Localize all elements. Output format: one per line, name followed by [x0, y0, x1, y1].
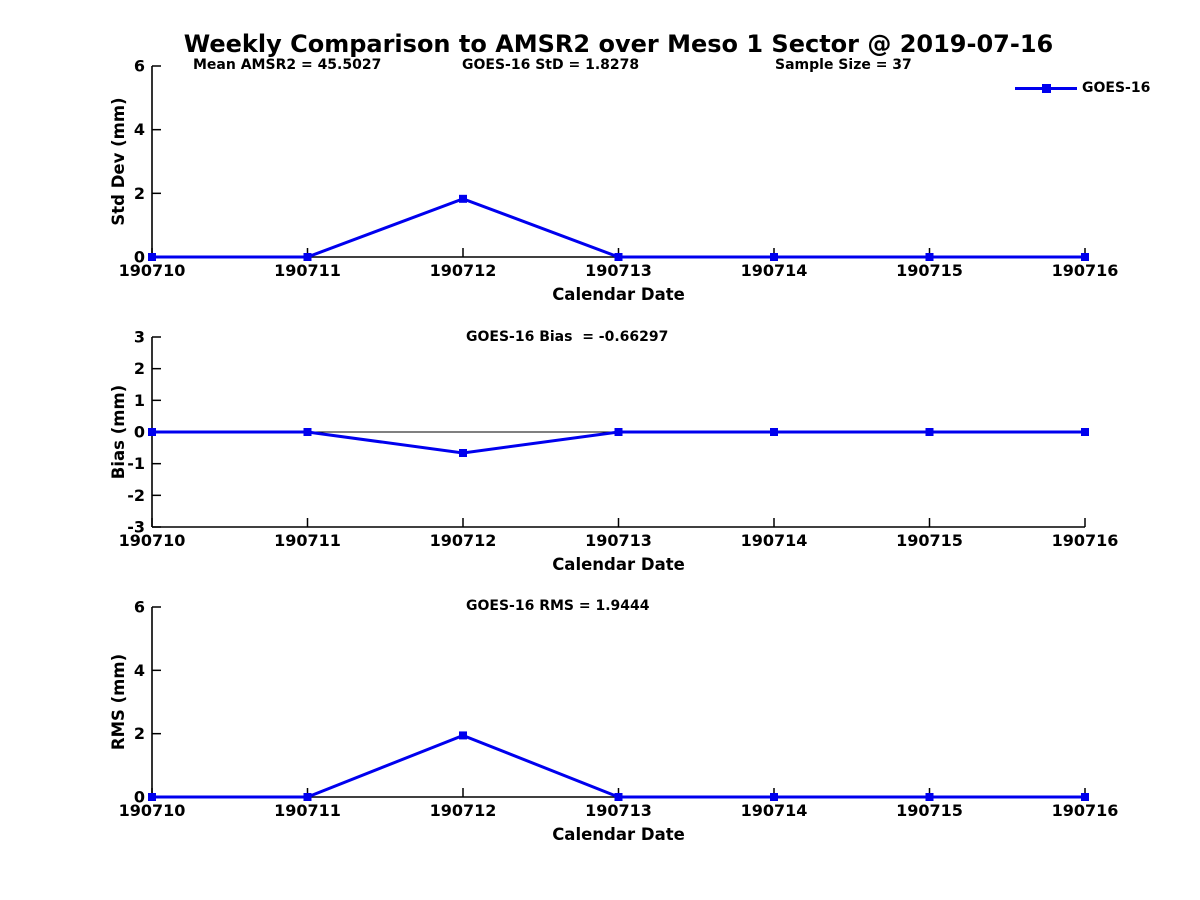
x-tick-label: 190712	[430, 531, 497, 550]
x-tick-label: 190711	[274, 801, 341, 820]
stat-sample-size: Sample Size = 37	[775, 57, 912, 73]
data-point-marker	[148, 793, 156, 801]
y-tick-label: 1	[134, 391, 145, 410]
rms-subplot-title: GOES-16 RMS = 1.9444	[466, 598, 650, 614]
x-tick-label: 190710	[119, 531, 186, 550]
data-point-marker	[459, 194, 467, 203]
stat-goes16-std: GOES-16 StD = 1.8278	[462, 57, 640, 73]
y-tick-label: 0	[134, 248, 145, 267]
data-point-marker	[925, 793, 934, 801]
x-tick-label: 190715	[896, 531, 963, 550]
y-tick-label: -3	[127, 518, 145, 537]
chart-title: Weekly Comparison to AMSR2 over Meso 1 S…	[183, 30, 1054, 58]
data-point-marker	[148, 253, 156, 261]
data-point-marker	[1081, 253, 1089, 261]
x-axis-label: Calendar Date	[552, 555, 685, 574]
data-point-marker	[770, 253, 778, 261]
x-axis-label: Calendar Date	[552, 825, 685, 844]
y-tick-label: 6	[134, 598, 145, 617]
data-point-marker	[303, 253, 312, 261]
y-tick-label: -2	[127, 486, 145, 505]
bias-subplot-title: GOES-16 Bias = -0.66297	[466, 329, 669, 345]
x-tick-label: 190711	[274, 531, 341, 550]
data-point-marker	[770, 428, 778, 436]
series-line	[152, 733, 1085, 799]
subplot-std-dev: 0 2 4 6 190710 190711 190712 190713 190714 190715…	[109, 57, 1118, 305]
x-tick-label: 190714	[741, 801, 808, 820]
x-tick-label: 190714	[741, 531, 808, 550]
subplot-rms: 0 2 4 6 190710 190711 190712 190713 190714 190715…	[109, 598, 1118, 845]
x-tick-label: 190713	[585, 531, 652, 550]
y-axis-label: Bias (mm)	[109, 385, 128, 479]
x-tick-label: 190711	[274, 261, 341, 280]
y-tick-label: 0	[134, 423, 145, 442]
x-tick-label: 190716	[1052, 261, 1119, 280]
y-tick-label: 0	[134, 788, 145, 807]
data-point-marker	[1081, 428, 1089, 436]
stat-mean-amsr2: Mean AMSR2 = 45.5027	[193, 57, 382, 73]
y-tick-label: 4	[134, 120, 145, 139]
x-tick-label: 190710	[119, 801, 186, 820]
data-point-marker	[303, 428, 312, 436]
data-point-marker	[614, 428, 623, 436]
legend-label: GOES-16	[1082, 80, 1151, 96]
data-point-marker	[614, 253, 623, 261]
x-tick-label: 190716	[1052, 531, 1119, 550]
x-tick-label: 190715	[896, 261, 963, 280]
data-point-marker	[459, 731, 467, 740]
y-tick-label: 2	[134, 724, 145, 743]
x-tick-label: 190713	[585, 801, 652, 820]
y-tick-label: 4	[134, 661, 145, 680]
data-point-marker	[925, 253, 934, 261]
y-tick-label: -1	[127, 454, 145, 473]
y-tick-label: 2	[134, 359, 145, 378]
data-point-marker	[925, 428, 934, 436]
y-axis-label: RMS (mm)	[109, 654, 128, 750]
y-tick-label: 3	[134, 328, 145, 347]
y-tick-label: 2	[134, 184, 145, 203]
data-point-marker	[1081, 793, 1089, 801]
x-tick-label: 190712	[430, 261, 497, 280]
x-tick-label: 190715	[896, 801, 963, 820]
y-axis-label: Std Dev (mm)	[109, 97, 128, 225]
x-tick-label: 190710	[119, 261, 186, 280]
x-axis-label: Calendar Date	[552, 285, 685, 304]
data-point-marker	[303, 793, 312, 801]
legend-marker	[1042, 84, 1051, 93]
x-tick-label: 190714	[741, 261, 808, 280]
y-tick-label: 6	[134, 57, 145, 76]
data-point-marker	[459, 448, 467, 457]
x-tick-label: 190712	[430, 801, 497, 820]
x-tick-label: 190716	[1052, 801, 1119, 820]
data-point-marker	[148, 428, 156, 436]
data-point-marker	[770, 793, 778, 801]
x-tick-label: 190713	[585, 261, 652, 280]
data-point-marker	[614, 793, 623, 801]
